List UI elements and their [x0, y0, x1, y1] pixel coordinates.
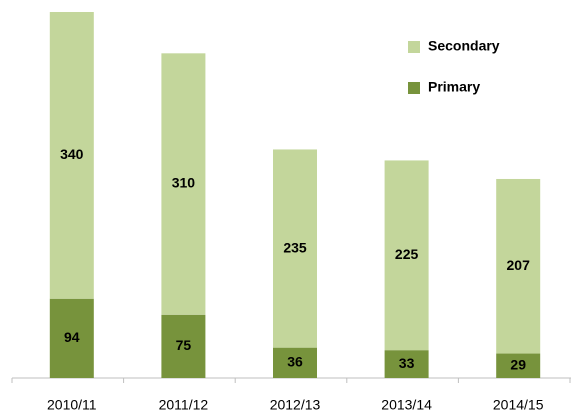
data-label: 36	[287, 354, 303, 370]
data-label: 94	[64, 329, 80, 345]
bar-segment	[384, 350, 429, 378]
data-label: 75	[176, 337, 192, 353]
bar-segment	[49, 12, 94, 299]
legend-label: Secondary	[428, 38, 500, 54]
bar-segment	[496, 178, 541, 354]
bar-segment	[273, 347, 317, 378]
data-label: 310	[172, 175, 196, 191]
legend-label: Primary	[428, 79, 480, 95]
data-label: 235	[283, 239, 307, 255]
x-tick-label: 2012/13	[270, 397, 321, 413]
x-tick-label: 2010/11	[47, 397, 97, 413]
bar-segment	[49, 298, 94, 378]
legend-swatch	[408, 82, 420, 94]
data-label: 29	[510, 356, 526, 372]
bar-segment	[273, 149, 317, 348]
x-tick-label: 2011/12	[159, 397, 209, 413]
bar-segment	[496, 353, 541, 378]
bar-segment	[161, 53, 206, 315]
x-tick-label: 2014/15	[493, 397, 544, 413]
data-label: 33	[399, 355, 415, 371]
data-label: 207	[507, 257, 531, 273]
legend-swatch	[408, 41, 420, 53]
data-label: 340	[60, 146, 84, 162]
x-tick-label: 2013/14	[381, 397, 432, 413]
data-label: 225	[395, 246, 419, 262]
bar-segment	[384, 160, 429, 351]
bar-segment	[161, 314, 206, 378]
